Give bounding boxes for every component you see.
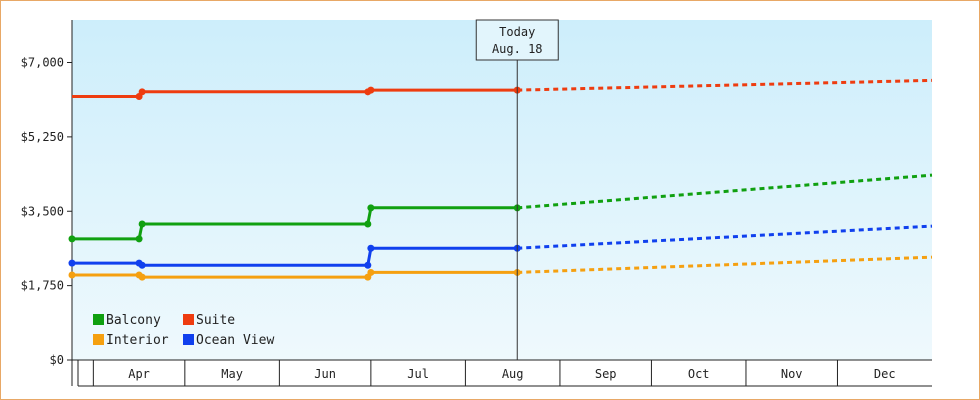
data-point — [364, 220, 372, 228]
today-date-label: Aug. 18 — [492, 42, 543, 56]
x-tick-label: Nov — [781, 367, 803, 381]
data-point — [367, 268, 375, 276]
data-point — [364, 261, 372, 269]
x-tick-label: Jun — [314, 367, 336, 381]
series-line-interior — [72, 270, 518, 279]
series-line-suite — [72, 88, 518, 98]
x-axis: Apr May Jun Jul Aug Sep Oct Nov Dec — [72, 359, 932, 387]
data-point — [68, 271, 76, 279]
data-point — [367, 204, 375, 212]
y-tick-label: $1,750 — [21, 279, 64, 293]
today-marker: Today Aug. 18 — [475, 19, 559, 360]
x-tick-label: Apr — [128, 367, 150, 381]
y-tick-label: $5,250 — [21, 130, 64, 144]
y-axis: $0 $1,750 $3,500 $5,250 $7,000 — [21, 20, 73, 386]
data-point — [367, 244, 375, 252]
data-point — [68, 259, 76, 267]
x-tick-label: Sep — [595, 367, 617, 381]
y-tick-label: $3,500 — [21, 204, 64, 218]
legend-label: Suite — [196, 313, 235, 328]
data-point — [138, 273, 146, 281]
series-lines — [72, 78, 933, 279]
y-tick-label: $7,000 — [21, 56, 64, 70]
legend-label: Ocean View — [196, 333, 274, 348]
legend-label: Balcony — [106, 313, 161, 328]
legend: Balcony Suite Interior Ocean View — [93, 313, 274, 348]
x-tick-label: Dec — [874, 367, 896, 381]
legend-swatch — [183, 314, 194, 325]
data-point — [138, 88, 146, 96]
legend-swatch — [183, 334, 194, 345]
legend-swatch — [93, 314, 104, 325]
forecast-line-ocean-view — [517, 224, 933, 250]
data-point — [138, 220, 146, 228]
x-tick-label: May — [221, 367, 243, 381]
legend-label: Interior — [106, 333, 169, 348]
x-tick-label: Oct — [688, 367, 710, 381]
data-point — [138, 261, 146, 269]
data-point — [135, 235, 143, 243]
plot-area — [72, 20, 932, 360]
forecast-line-interior — [517, 255, 933, 274]
legend-swatch — [93, 334, 104, 345]
today-box — [475, 19, 559, 61]
data-point — [367, 86, 375, 94]
forecast-line-suite — [517, 78, 933, 92]
forecast-line-balcony — [517, 173, 933, 210]
series-line-balcony — [72, 206, 518, 241]
series-line-ocean-view — [72, 246, 518, 267]
y-tick-label: $0 — [50, 353, 64, 367]
series-markers — [68, 86, 521, 281]
x-tick-label: Jul — [407, 367, 429, 381]
data-point — [68, 235, 76, 243]
today-label: Today — [499, 25, 535, 39]
x-tick-label: Aug — [502, 367, 524, 381]
